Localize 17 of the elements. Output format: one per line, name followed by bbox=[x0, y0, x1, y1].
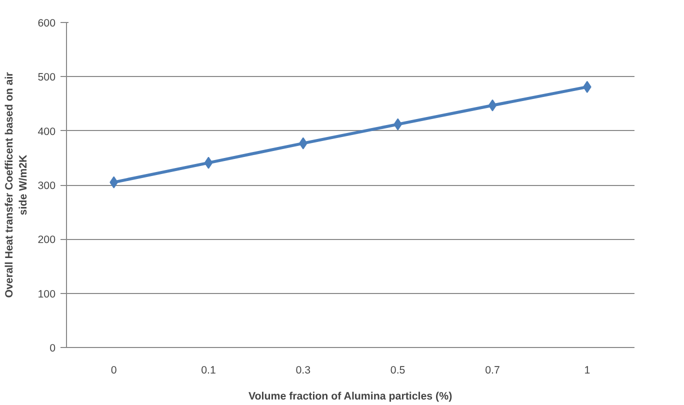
y-axis-title: Overall Heat transfer Coefficent based on air side W/m2K bbox=[3, 72, 30, 298]
y-tick-label: 600 bbox=[38, 18, 56, 30]
x-tick-label: 0.1 bbox=[201, 364, 216, 376]
x-tick-label: 0.5 bbox=[390, 364, 406, 376]
x-tick-label: 0.3 bbox=[296, 364, 311, 376]
point bbox=[204, 156, 213, 169]
x-axis-title: Volume fraction of Alumina particles (%) bbox=[248, 390, 453, 402]
y-tick-label: 300 bbox=[38, 180, 56, 192]
x-tick-label: 0 bbox=[110, 364, 117, 376]
y-tick-label: 400 bbox=[38, 126, 56, 138]
x-tick-label: 0.7 bbox=[485, 364, 500, 376]
point bbox=[488, 99, 497, 112]
x-tick-label: 1 bbox=[584, 364, 590, 376]
y-tick-label: 500 bbox=[38, 72, 56, 84]
y-tick-label: 100 bbox=[38, 288, 56, 300]
y-tick-label: 0 bbox=[50, 342, 56, 354]
y-tick-label: 200 bbox=[38, 234, 56, 246]
